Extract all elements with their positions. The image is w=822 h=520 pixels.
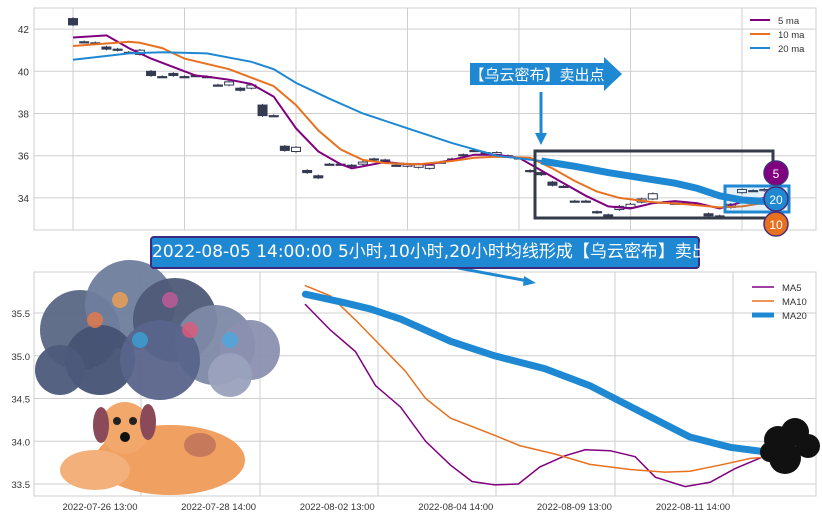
cloud-color-spot (222, 332, 238, 348)
ma-badge-label-20: 20 (769, 193, 783, 207)
candle (748, 190, 759, 193)
candle (112, 48, 123, 51)
candle (146, 70, 157, 77)
candle (547, 181, 558, 186)
cloud-puff (208, 353, 252, 397)
candle (313, 175, 324, 179)
dark-cloud-puff (760, 442, 780, 462)
bottom-x-tick-label: 2022-07-26 13:00 (62, 502, 137, 513)
candle (737, 188, 747, 194)
candle (302, 169, 313, 174)
dark-cloud-puff (796, 434, 820, 458)
candle (235, 87, 246, 91)
ma-badge-5 (763, 160, 789, 186)
cloud-color-spot (112, 292, 128, 308)
dog-head (100, 402, 150, 454)
cloud-puff (35, 345, 85, 395)
ma-badge-label-5: 5 (773, 167, 780, 181)
legend-label-ma20: 20 ma (778, 44, 805, 55)
dog-eye (129, 417, 137, 425)
top-line-ma10 (72, 40, 776, 209)
bottom-x-tick-label: 2022-08-02 13:00 (300, 502, 375, 513)
candle (369, 158, 380, 161)
top-y-tick-label: 42 (18, 25, 30, 36)
bottom-y-tick-label: 35.5 (12, 309, 31, 320)
down-arrow-head (535, 133, 547, 145)
top-y-tick-label: 34 (18, 194, 30, 205)
candle (558, 185, 569, 189)
dog-spot (184, 433, 216, 457)
candle (268, 115, 279, 118)
dog-eye (113, 417, 121, 425)
ma-badge-20 (763, 186, 789, 212)
candle (79, 41, 90, 44)
candle (101, 46, 112, 50)
candle (212, 84, 223, 87)
dog-illustration (60, 402, 245, 495)
candle (68, 18, 78, 26)
bottom-x-tick-label: 2022-08-11 14:00 (656, 502, 730, 513)
bottom-y-tick-label: 35.0 (12, 352, 31, 363)
bottom-x-tick-label: 2022-08-04 14:00 (418, 502, 493, 513)
cloud-color-spot (132, 332, 148, 348)
candle (291, 146, 301, 152)
candle (168, 72, 179, 77)
candle (580, 200, 591, 203)
bottom-y-tick-label: 33.5 (12, 480, 31, 491)
dog-ear-right (140, 404, 156, 440)
bottom-line-ma20 (301, 290, 774, 456)
candle (179, 76, 190, 79)
banner-arrow-shaft (457, 266, 529, 283)
bottom-legend-label-ma5: MA5 (782, 283, 802, 294)
top-plot-area (33, 7, 817, 231)
candle (357, 161, 368, 165)
candle (380, 159, 391, 162)
candle (224, 81, 235, 86)
dog-nose (120, 432, 130, 442)
cloud-color-spot (182, 322, 198, 338)
cloud-color-spot (87, 312, 103, 328)
dark-cloud-illustration (760, 418, 820, 474)
cloud-color-spot (162, 292, 178, 308)
top-y-tick-label: 36 (18, 152, 30, 163)
top-line-ma20-highlight (540, 157, 776, 206)
dog-legs (60, 450, 130, 490)
candle (324, 163, 335, 166)
signal-arrow-label-bg (470, 57, 622, 91)
ma-badge-10 (763, 211, 789, 237)
candle (703, 213, 714, 217)
bottom-y-tick-label: 34.5 (12, 395, 31, 406)
signal-banner: 2022-08-05 14:00:00 5小时,10小时,20小时均线形成【乌云… (150, 236, 726, 269)
top-y-tick-label: 38 (18, 110, 30, 121)
legend-label-ma10: 10 ma (778, 30, 805, 41)
bottom-line-ma5 (304, 303, 817, 488)
bottom-y-tick-label: 34.0 (12, 437, 31, 448)
bottom-x-tick-label: 2022-07-28 14:00 (181, 502, 256, 513)
candle (569, 200, 580, 203)
ma-badge-label-10: 10 (769, 218, 783, 232)
banner-arrow-head (523, 276, 536, 286)
candle (625, 203, 636, 208)
candle (424, 164, 435, 169)
storm-cloud-illustration (35, 260, 280, 400)
bottom-legend-label-ma20: MA20 (782, 311, 807, 322)
dog-ear-left (93, 407, 109, 443)
bottom-line-ma10 (304, 284, 817, 473)
candle (257, 104, 268, 117)
bottom-x-tick-label: 2022-08-09 13:00 (537, 502, 612, 513)
candle (525, 169, 536, 173)
candle (279, 145, 290, 151)
signal-arrow-label: 【乌云密布】卖出点 (469, 67, 604, 84)
bottom-legend-label-ma10: MA10 (782, 297, 807, 308)
legend-label-ma5: 5 ma (778, 16, 800, 27)
candle (391, 164, 402, 167)
candle (647, 193, 658, 200)
candle (592, 211, 603, 214)
top-y-tick-label: 40 (18, 67, 30, 78)
candle (157, 76, 168, 79)
